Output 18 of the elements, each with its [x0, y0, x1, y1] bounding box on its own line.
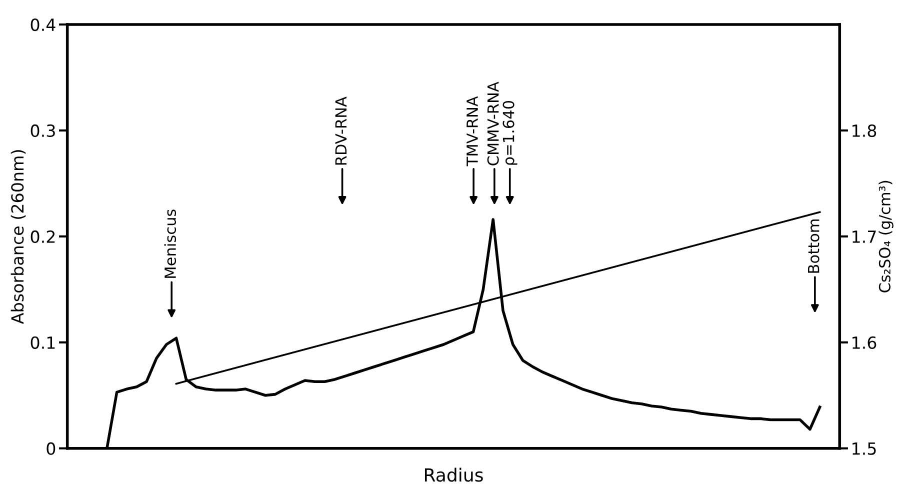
y2-tick-label: 1.6: [852, 336, 876, 349]
y2-tick-label: 1.8: [852, 124, 876, 138]
y2-tick-label: 1.5: [852, 442, 876, 455]
annotation: Meniscus: [164, 210, 176, 278]
annotation: TMV-RNA: [466, 96, 478, 166]
y-tick-label: 0: [46, 442, 56, 455]
y-axis-title: Absorbance (260nm): [10, 150, 26, 324]
annotation: RDV-RNA: [335, 96, 346, 165]
annotation: ρ=1.640: [502, 100, 518, 165]
y-tick-label: 0.2: [30, 230, 55, 243]
y-tick-label: 0.3: [30, 124, 55, 138]
annotation: Bottom: [808, 220, 820, 273]
y-tick-label: 0.4: [30, 18, 56, 32]
y2-axis-title: Cs₂SO₄ (g/cm³): [878, 180, 894, 292]
x-axis-title: Radius: [424, 468, 483, 482]
y-tick-label: 0.1: [30, 336, 55, 349]
annotation: CMMV-RNA: [487, 82, 499, 166]
y2-tick-label: 1.7: [852, 230, 876, 243]
